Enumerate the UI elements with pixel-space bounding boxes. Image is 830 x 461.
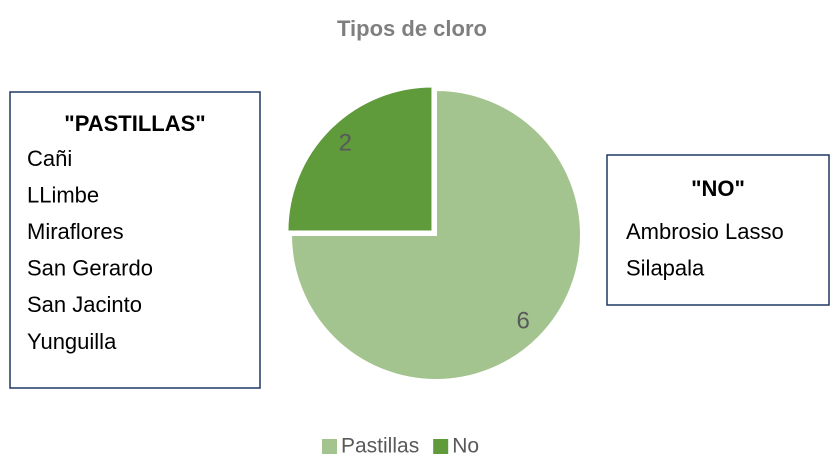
annotation-item: San Jacinto	[27, 292, 142, 317]
legend-swatch	[322, 439, 337, 454]
annotation-item: San Gerardo	[27, 256, 153, 281]
chart-title: Tipos de cloro	[337, 16, 487, 41]
legend-label: No	[452, 435, 479, 458]
pie-slice	[289, 88, 582, 381]
annotation-item: Miraflores	[27, 219, 124, 244]
annotation-item: LLimbe	[27, 182, 99, 207]
annotation-box	[606, 154, 830, 306]
annotation-box	[9, 91, 261, 389]
annotation-title: "NO"	[691, 176, 745, 201]
annotation-item: Silapala	[626, 255, 705, 280]
annotation-item: Ambrosio Lasso	[626, 219, 784, 244]
data-label: 2	[339, 130, 352, 157]
data-label: 6	[516, 307, 529, 334]
annotation-title: "PASTILLAS"	[64, 111, 205, 136]
legend-swatch	[433, 439, 449, 454]
pie-slice	[286, 85, 434, 233]
legend-label: Pastillas	[341, 435, 419, 458]
annotation-item: Yunguilla	[27, 329, 117, 354]
annotation-item: Cañi	[27, 146, 72, 171]
